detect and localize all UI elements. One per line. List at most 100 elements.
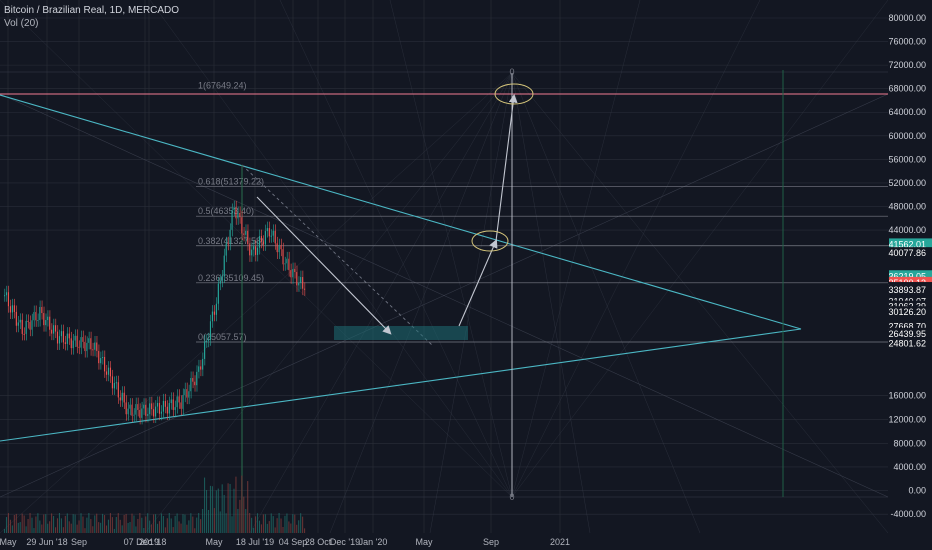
price-candle: [76, 335, 78, 347]
price-candle: [147, 414, 149, 416]
volume-bar: [255, 516, 257, 533]
volume-bar: [266, 523, 268, 533]
price-candle: [121, 392, 123, 401]
volume-bar: [258, 520, 261, 533]
price-candle: [245, 230, 247, 235]
price-candle: [213, 311, 215, 315]
volume-bar: [176, 513, 178, 533]
volume-bar: [56, 518, 59, 533]
fan-ray: [511, 0, 889, 498]
volume-bar: [260, 524, 262, 533]
price-candle: [125, 402, 127, 415]
price-tag: [889, 327, 932, 340]
price-candle: [211, 311, 213, 322]
volume-bar: [286, 513, 288, 533]
projection-zero-label: 0: [509, 67, 514, 77]
price-candle: [82, 337, 84, 342]
price-axis-tick-label: 48000.00: [888, 201, 926, 211]
volume-bar: [186, 524, 188, 533]
price-tags: 41562.0140077.8636219.0535100.1334222.03…: [888, 238, 932, 350]
chart-header: Bitcoin / Brazilian Real, 1D, MERCADO Vo…: [4, 4, 179, 30]
price-candle: [13, 305, 15, 312]
dashed-trendline: [241, 164, 433, 346]
price-candle: [105, 371, 108, 375]
volume-bar: [129, 521, 131, 533]
fan-ray: [389, 0, 513, 498]
price-candle: [235, 207, 237, 219]
price-axis-tick-label: 8000.00: [893, 438, 926, 448]
price-candle: [35, 312, 37, 321]
price-tag: [889, 306, 932, 319]
volume-bar: [33, 528, 35, 533]
fan-boundary-line: [0, 93, 889, 498]
price-candle: [62, 331, 64, 343]
volume-bar: [156, 523, 159, 533]
price-candle: [284, 263, 286, 265]
volume-bar: [288, 521, 290, 533]
volume-bar: [276, 518, 278, 533]
volume-bar: [37, 513, 39, 533]
volume-bar: [274, 527, 276, 533]
volume-bar: [117, 513, 119, 533]
volume-bar: [141, 517, 143, 533]
volume-bar: [84, 528, 86, 533]
ascending-trendline: [0, 328, 802, 442]
volume-bar: [198, 513, 200, 533]
volume-bar: [188, 520, 190, 533]
price-candle: [111, 376, 113, 389]
price-candle: [262, 241, 264, 245]
time-axis-label: 2021: [550, 537, 570, 547]
volume-bar: [190, 513, 192, 533]
time-axis-label: May: [205, 537, 223, 547]
price-candle: [47, 316, 49, 321]
volume-bar: [182, 514, 184, 533]
price-candle: [66, 333, 68, 344]
price-axis-tick-label: 16000.00: [888, 390, 926, 400]
fan-ray: [511, 0, 641, 498]
price-candle: [264, 231, 266, 245]
price-candle: [237, 213, 239, 219]
volume-bar: [4, 529, 6, 533]
price-candle: [60, 331, 62, 337]
price-axis[interactable]: 80000.00 76000.00 72000.00 68000.00 64000.00…: [888, 13, 926, 519]
price-candle: [131, 404, 133, 416]
volume-bar: [153, 514, 155, 533]
volume-bar: [196, 517, 198, 533]
price-tag-label: 41562.01: [888, 239, 926, 249]
volume-bar: [104, 515, 106, 533]
fan-ray: [0, 72, 513, 534]
time-axis-label: 18 Jul '19: [236, 537, 274, 547]
volume-bar: [256, 513, 259, 533]
price-candle: [178, 396, 180, 403]
volume-bar: [62, 527, 64, 533]
price-candle: [292, 269, 294, 278]
price-candle: [133, 414, 135, 416]
price-candle: [253, 246, 255, 250]
volume-bar: [262, 514, 264, 533]
price-candle: [282, 249, 284, 265]
price-candle: [290, 270, 292, 278]
symbol-title: Bitcoin / Brazilian Real, 1D, MERCADO: [4, 5, 180, 16]
time-axis-label: May: [0, 537, 17, 547]
volume-bar: [133, 515, 135, 533]
price-candle: [58, 336, 60, 344]
price-candle: [72, 340, 74, 349]
price-candle: [302, 277, 304, 289]
price-candles: [4, 200, 306, 425]
price-candle: [294, 269, 296, 273]
price-axis-tick-label: 44000.00: [888, 225, 926, 235]
price-candle: [258, 236, 261, 248]
price-candle: [39, 307, 41, 321]
fibonacci-retracement: 1(67649.24) 0.618(51379.22) 0.5(46353.40) 0…: [0, 81, 888, 343]
volume-bar: [109, 513, 111, 533]
volume-bar: [223, 495, 225, 533]
price-candle: [117, 382, 119, 398]
projection-zero-label: 0: [509, 492, 514, 502]
volume-bar: [70, 523, 72, 533]
volume-bar: [219, 511, 221, 533]
fib-level-label: 1(67649.24): [198, 81, 247, 91]
price-candle: [119, 397, 121, 401]
